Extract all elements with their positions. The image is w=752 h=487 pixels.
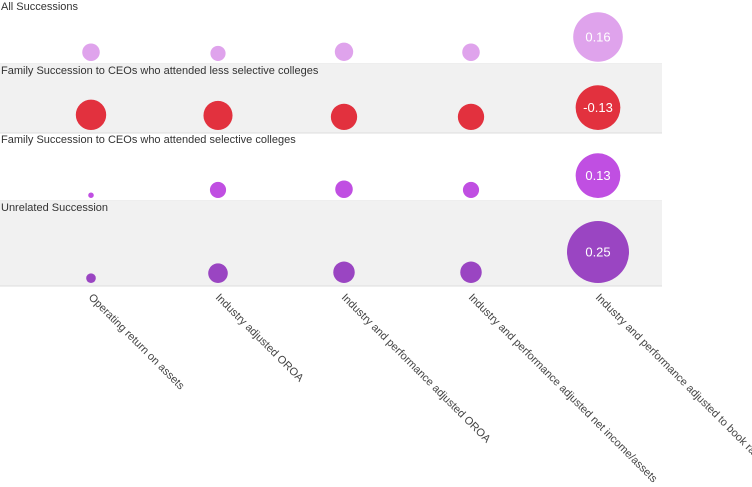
row-group: All Successions 0.16 xyxy=(0,1,662,65)
data-bubble xyxy=(462,43,480,62)
data-bubble xyxy=(573,12,623,62)
data-bubble xyxy=(86,273,96,283)
data-bubble xyxy=(575,85,621,130)
row-group: Family Succession to CEOs who attended s… xyxy=(0,134,662,202)
data-bubble xyxy=(335,180,353,199)
data-bubble xyxy=(208,263,228,283)
data-bubble xyxy=(88,192,94,198)
data-bubble xyxy=(210,45,226,61)
row-title: Family Succession to CEOs who attended l… xyxy=(1,65,319,77)
row-title: Unrelated Succession xyxy=(1,202,108,214)
data-bubble xyxy=(575,153,621,198)
row-title: Family Succession to CEOs who attended s… xyxy=(1,134,296,146)
data-bubble xyxy=(330,103,358,130)
data-bubble xyxy=(203,100,233,130)
data-bubble xyxy=(209,181,227,198)
data-label: 0.16 xyxy=(585,30,610,45)
data-label: 0.25 xyxy=(585,245,610,260)
row-group: Family Succession to CEOs who attended l… xyxy=(0,64,662,134)
row-band xyxy=(0,64,662,133)
data-bubble xyxy=(462,181,480,198)
x-tick-label: Operating return on assets xyxy=(86,292,187,393)
data-bubble xyxy=(82,43,100,62)
data-bubble xyxy=(334,42,354,62)
data-label: -0.13 xyxy=(583,100,613,115)
data-bubble xyxy=(333,261,355,284)
data-bubble xyxy=(75,99,107,131)
x-tick-label: Industry and performance adjusted OROA xyxy=(339,292,493,446)
data-bubble xyxy=(567,221,629,283)
data-label: 0.13 xyxy=(585,168,610,183)
data-bubble xyxy=(460,261,482,284)
row-group: Unrelated Succession 0.25 xyxy=(0,201,662,287)
row-band xyxy=(0,201,662,286)
x-tick-label: Industry adjusted OROA xyxy=(213,292,306,385)
row-title: All Successions xyxy=(1,1,79,13)
data-bubble xyxy=(457,103,485,130)
